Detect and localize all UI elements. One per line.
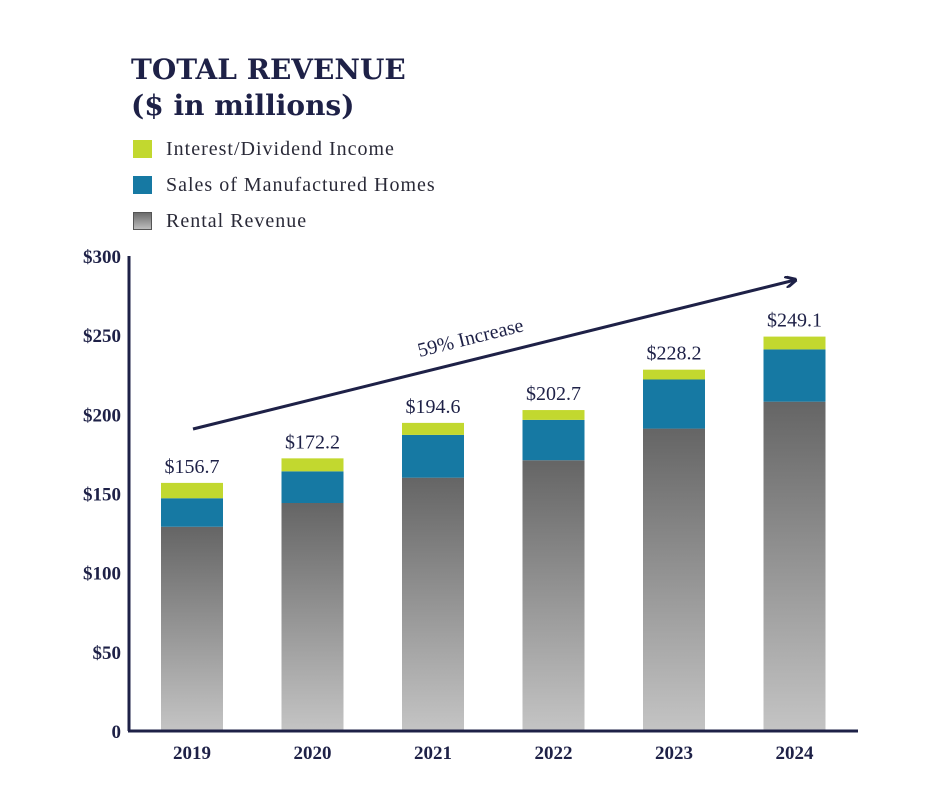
- legend-swatch-sales: [133, 176, 152, 194]
- bar-income-2021: [402, 422, 464, 435]
- bars-group: [161, 336, 826, 731]
- bar-income-2022: [522, 410, 585, 420]
- legend-item-sales: Sales of Manufactured Homes: [133, 167, 436, 203]
- title-line: TOTAL REVENUE: [131, 53, 406, 86]
- x-tick-2020: 2020: [294, 743, 332, 764]
- bar-sales-2022: [522, 419, 585, 461]
- x-tick-2022: 2022: [535, 743, 573, 764]
- bar-rental-2019: [161, 526, 223, 731]
- data-labels: $156.7 $172.2 $194.6 $202.7 $228.2 $249.1: [165, 310, 823, 478]
- bar-sales-2021: [402, 434, 464, 478]
- data-label-2021: $194.6: [406, 396, 461, 418]
- chart-title: TOTAL REVENUE ($ in millions): [131, 52, 406, 124]
- legend-swatch-income: [133, 140, 152, 158]
- x-axis-ticks: 2019 2020 2021 2022 2023 2024: [173, 743, 814, 764]
- bar-rental-2024: [763, 401, 826, 731]
- bar-rental-2023: [643, 428, 705, 731]
- data-label-2024: $249.1: [767, 310, 822, 332]
- bar-income-2020: [281, 458, 344, 472]
- x-tick-2019: 2019: [173, 743, 211, 764]
- y-tick-300: $300: [83, 247, 121, 268]
- subtitle-line: ($ in millions): [131, 89, 355, 122]
- legend-label-income: Interest/Dividend Income: [166, 137, 395, 160]
- y-tick-0: 0: [112, 722, 122, 743]
- x-tick-2023: 2023: [655, 743, 693, 764]
- bar-sales-2024: [763, 349, 826, 402]
- legend-item-income: Interest/Dividend Income: [133, 131, 436, 167]
- bar-income-2019: [161, 482, 223, 499]
- bar-sales-2019: [161, 498, 223, 527]
- data-label-2022: $202.7: [526, 383, 581, 405]
- y-tick-100: $100: [83, 564, 121, 585]
- bar-rental-2020: [281, 503, 344, 731]
- legend-label-sales: Sales of Manufactured Homes: [166, 173, 436, 196]
- data-label-2019: $156.7: [165, 456, 220, 478]
- bar-rental-2022: [522, 460, 585, 731]
- bar-rental-2021: [402, 477, 464, 731]
- y-tick-200: $200: [83, 405, 121, 426]
- legend: Interest/Dividend Income Sales of Manufa…: [133, 131, 436, 239]
- bar-sales-2020: [281, 471, 344, 503]
- trend-arrow: [192, 280, 795, 431]
- legend-item-rental: Rental Revenue: [133, 203, 436, 239]
- y-tick-250: $250: [83, 326, 121, 347]
- legend-swatch-rental: [133, 212, 152, 230]
- data-label-2020: $172.2: [285, 431, 340, 453]
- bar-income-2023: [643, 369, 705, 380]
- legend-label-rental: Rental Revenue: [166, 209, 308, 232]
- bar-sales-2023: [643, 379, 705, 429]
- data-label-2023: $228.2: [647, 343, 702, 365]
- x-tick-2024: 2024: [776, 743, 815, 764]
- y-axis-ticks: 0 $50 $100 $150 $200 $250 $300: [83, 247, 121, 743]
- y-tick-50: $50: [93, 643, 122, 664]
- x-tick-2021: 2021: [414, 743, 452, 764]
- annotation-label: 59% Increase: [415, 314, 526, 361]
- bar-income-2024: [763, 336, 826, 350]
- y-tick-150: $150: [83, 485, 121, 506]
